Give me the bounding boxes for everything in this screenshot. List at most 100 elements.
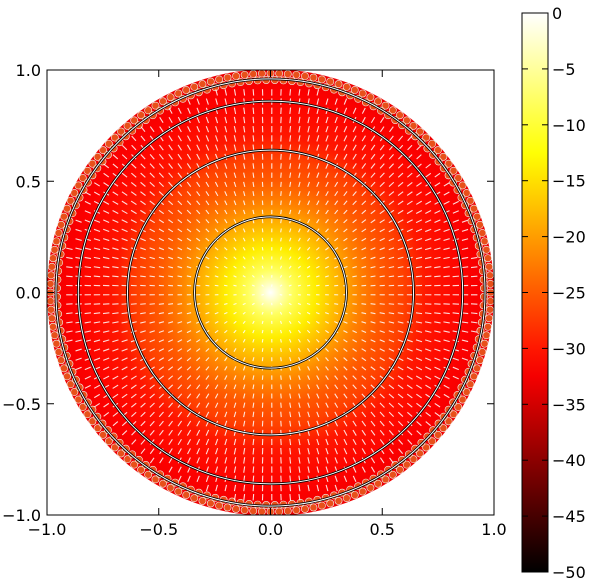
vector-arrow	[289, 402, 292, 408]
vector-arrow	[434, 219, 441, 223]
vector-arrow	[205, 275, 210, 278]
vector-arrow	[379, 256, 385, 260]
ring-dot	[469, 204, 478, 213]
vector-arrow	[186, 420, 192, 427]
vector-arrow	[214, 144, 219, 151]
vector-arrow	[112, 163, 119, 169]
vector-arrow	[416, 182, 422, 187]
vector-arrow	[224, 484, 228, 492]
vector-arrow	[343, 357, 348, 362]
vector-arrow	[196, 357, 201, 362]
vector-arrow	[168, 375, 174, 380]
vector-arrow	[131, 430, 137, 436]
vector-arrow	[443, 238, 450, 242]
vector-arrow	[415, 339, 423, 343]
ring-dot	[422, 133, 431, 142]
vector-arrow	[187, 466, 191, 473]
vector-arrow	[316, 107, 320, 115]
vector-arrow	[224, 402, 228, 408]
vector-arrow	[130, 275, 137, 278]
vector-arrow	[252, 402, 255, 408]
vector-arrow	[224, 163, 228, 169]
vector-arrow	[243, 125, 246, 133]
ring-dot	[232, 505, 240, 513]
vector-arrow	[243, 107, 246, 115]
ring-dot	[63, 204, 72, 213]
vector-arrow	[379, 457, 385, 464]
vector-arrow	[177, 375, 183, 380]
vector-arrow	[177, 466, 182, 473]
ring-dot	[485, 314, 494, 323]
vector-arrow	[168, 312, 174, 315]
vector-arrow	[298, 447, 301, 455]
vector-arrow	[306, 338, 311, 343]
vector-arrow	[158, 303, 164, 305]
vector-arrow	[379, 172, 385, 178]
vector-arrow	[434, 172, 441, 178]
vector-arrow	[168, 357, 174, 362]
vector-arrow	[112, 228, 119, 233]
vector-arrow	[242, 265, 246, 269]
vector-arrow	[388, 321, 395, 324]
vector-arrow	[177, 448, 182, 455]
vector-arrow	[196, 98, 200, 105]
vector-arrow	[186, 228, 192, 233]
vector-arrow	[406, 191, 413, 196]
vector-arrow	[307, 438, 310, 446]
vector-arrow	[406, 219, 413, 224]
vector-arrow	[140, 420, 146, 427]
vector-arrow	[224, 191, 228, 197]
vector-arrow	[112, 321, 119, 324]
vector-arrow	[361, 116, 366, 124]
vector-arrow	[397, 256, 404, 260]
ring-dot	[388, 106, 397, 115]
vector-arrow	[316, 200, 320, 206]
vector-arrow	[388, 237, 395, 242]
vector-arrow	[406, 172, 413, 178]
vector-arrow	[242, 256, 246, 260]
vector-arrow	[223, 265, 228, 269]
vector-arrow	[177, 228, 183, 233]
vector-arrow	[361, 144, 366, 151]
vector-arrow	[407, 144, 413, 151]
vector-arrow	[389, 126, 394, 133]
vector-arrow	[121, 256, 128, 260]
vector-arrow	[140, 330, 146, 333]
vector-arrow	[406, 237, 413, 242]
vector-arrow	[307, 172, 310, 178]
vector-arrow	[158, 393, 165, 399]
ring-dot	[449, 410, 458, 419]
ring-dot	[326, 499, 335, 508]
vector-arrow	[298, 181, 301, 188]
vector-arrow	[298, 411, 301, 418]
vector-arrow	[343, 144, 348, 151]
vector-arrow	[149, 144, 155, 151]
vector-arrow	[325, 181, 329, 188]
vector-arrow	[334, 116, 338, 124]
vector-arrow	[214, 329, 219, 334]
vector-arrow	[168, 237, 174, 242]
vector-arrow	[205, 348, 210, 352]
vector-arrow	[159, 144, 164, 151]
vector-arrow	[233, 329, 237, 334]
vector-arrow	[233, 209, 237, 215]
vector-arrow	[397, 411, 404, 417]
vector-arrow	[261, 302, 264, 306]
vector-arrow	[452, 275, 460, 278]
vector-arrow	[316, 429, 320, 436]
vector-arrow	[316, 172, 320, 178]
vector-arrow	[214, 219, 219, 224]
vector-arrow	[233, 484, 237, 492]
vector-arrow	[352, 448, 357, 455]
vector-arrow	[214, 200, 219, 206]
y-tick-label: 1.0	[16, 61, 41, 80]
ring-dot	[166, 483, 175, 492]
vector-arrow	[252, 228, 255, 233]
vector-arrow	[214, 228, 219, 233]
vector-arrow	[196, 153, 201, 160]
vector-arrow	[140, 209, 146, 215]
vector-arrow	[334, 303, 339, 305]
vector-arrow	[461, 266, 469, 269]
vector-arrow	[343, 153, 348, 160]
ring-dot	[182, 491, 191, 499]
